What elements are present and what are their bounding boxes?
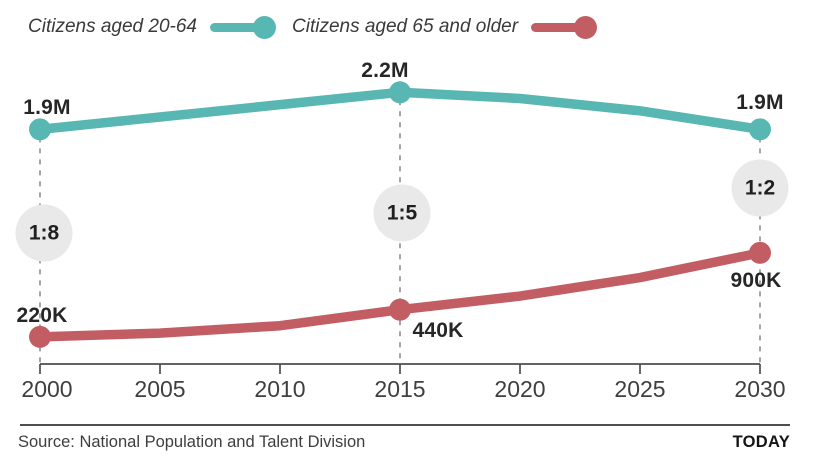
ratio-badge-2030: 1:2	[731, 159, 789, 217]
legend-marker-dot	[574, 16, 598, 39]
x-tick-2025: 2025	[614, 376, 666, 402]
source-credit: Source: National Population and Talent D…	[18, 433, 366, 451]
point-label-20-64-2000: 1.9M	[23, 96, 71, 120]
legend-marker-bar	[210, 23, 268, 32]
ratio-badge-2015: 1:5	[373, 184, 431, 242]
footer-divider	[20, 424, 790, 426]
x-tick-2005: 2005	[134, 376, 186, 402]
x-tick-2030: 2030	[734, 376, 786, 402]
legend-marker-dot	[253, 16, 276, 39]
x-tick-2020: 2020	[494, 376, 546, 402]
x-tick-2015: 2015	[374, 376, 426, 402]
point-label-65-older-2030: 900K	[730, 268, 782, 292]
legend-marker-teal-icon	[210, 15, 276, 39]
legend-label-aged-20-64: Citizens aged 20-64	[28, 16, 197, 37]
legend-marker-bar	[531, 23, 590, 32]
x-tick-2000: 2000	[21, 376, 73, 402]
ratio-badge-2000: 1:8	[15, 204, 73, 262]
legend-item-aged-20-64: Citizens aged 20-64	[28, 15, 276, 39]
x-tick-2010: 2010	[254, 376, 306, 402]
legend-marker-red-icon	[531, 15, 598, 39]
publication-brand: TODAY	[732, 433, 790, 451]
point-label-65-older-2000: 220K	[16, 303, 68, 327]
point-label-20-64-2015: 2.2M	[361, 59, 409, 83]
legend-label-aged-65-older: Citizens aged 65 and older	[292, 16, 519, 37]
legend-item-aged-65-older: Citizens aged 65 and older	[292, 15, 598, 39]
point-label-20-64-2030: 1.9M	[736, 91, 784, 115]
point-label-65-older-2015: 440K	[412, 318, 464, 342]
